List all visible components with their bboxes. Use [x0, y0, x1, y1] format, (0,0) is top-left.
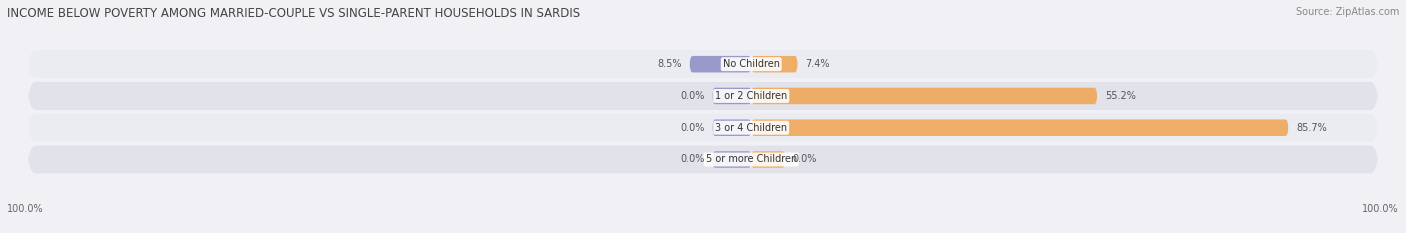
FancyBboxPatch shape	[28, 50, 1378, 78]
FancyBboxPatch shape	[690, 56, 751, 72]
FancyBboxPatch shape	[751, 88, 1097, 104]
Text: 3 or 4 Children: 3 or 4 Children	[716, 123, 787, 133]
Text: 55.2%: 55.2%	[1105, 91, 1136, 101]
Text: 0.0%: 0.0%	[681, 91, 704, 101]
FancyBboxPatch shape	[28, 114, 1378, 142]
Text: 1 or 2 Children: 1 or 2 Children	[716, 91, 787, 101]
Text: 0.0%: 0.0%	[681, 154, 704, 164]
Text: 8.5%: 8.5%	[658, 59, 682, 69]
FancyBboxPatch shape	[28, 146, 1378, 174]
Text: 0.0%: 0.0%	[793, 154, 817, 164]
FancyBboxPatch shape	[713, 120, 751, 136]
FancyBboxPatch shape	[751, 120, 1288, 136]
FancyBboxPatch shape	[713, 151, 751, 168]
Text: INCOME BELOW POVERTY AMONG MARRIED-COUPLE VS SINGLE-PARENT HOUSEHOLDS IN SARDIS: INCOME BELOW POVERTY AMONG MARRIED-COUPL…	[7, 7, 581, 20]
FancyBboxPatch shape	[751, 56, 797, 72]
Text: 5 or more Children: 5 or more Children	[706, 154, 797, 164]
FancyBboxPatch shape	[751, 151, 785, 168]
Text: 100.0%: 100.0%	[1362, 204, 1399, 214]
Text: Source: ZipAtlas.com: Source: ZipAtlas.com	[1295, 7, 1399, 17]
Text: No Children: No Children	[723, 59, 780, 69]
Text: 85.7%: 85.7%	[1296, 123, 1327, 133]
Text: 7.4%: 7.4%	[806, 59, 830, 69]
FancyBboxPatch shape	[28, 82, 1378, 110]
FancyBboxPatch shape	[713, 88, 751, 104]
Text: 0.0%: 0.0%	[681, 123, 704, 133]
Text: 100.0%: 100.0%	[7, 204, 44, 214]
